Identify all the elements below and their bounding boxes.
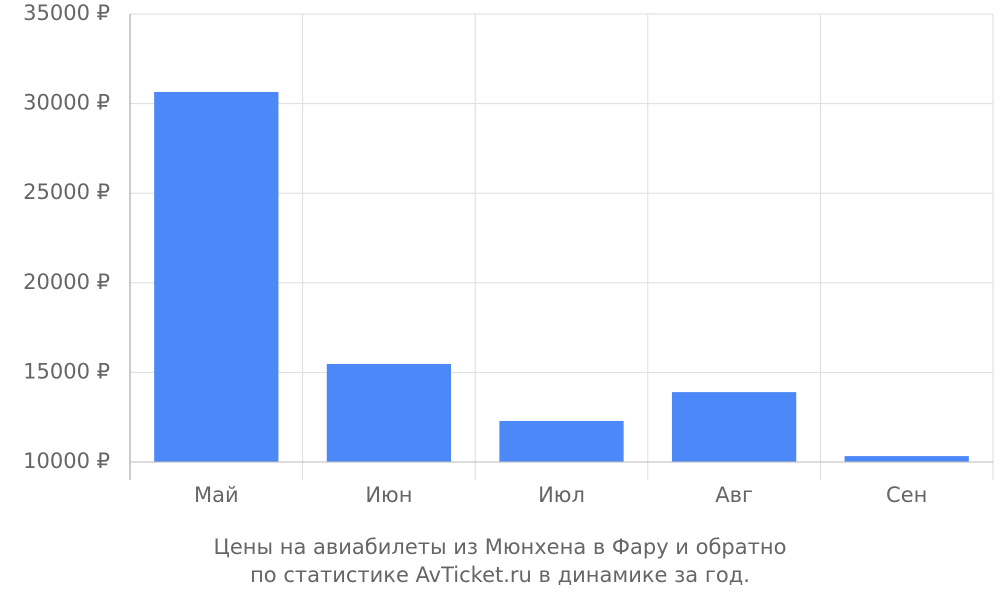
bar <box>326 363 452 462</box>
caption-line: Цены на авиабилеты из Мюнхена в Фару и о… <box>214 535 787 559</box>
bar <box>154 91 279 463</box>
y-tick-label: 15000 ₽ <box>23 359 110 383</box>
x-tick-label: Июл <box>538 483 585 507</box>
x-tick-label: Авг <box>715 483 753 507</box>
caption-line: по статистике AvTicket.ru в динамике за … <box>250 563 750 587</box>
bar <box>844 456 969 462</box>
bar <box>499 420 624 462</box>
y-tick-label: 30000 ₽ <box>23 91 110 115</box>
y-tick-label: 10000 ₽ <box>23 449 110 473</box>
x-tick-label: Июн <box>365 483 412 507</box>
x-tick-label: Сен <box>886 483 927 507</box>
y-tick-label: 25000 ₽ <box>23 180 110 204</box>
x-tick-label: Май <box>194 483 239 507</box>
bar <box>671 392 797 462</box>
y-tick-label: 20000 ₽ <box>23 270 110 294</box>
y-tick-label: 35000 ₽ <box>23 1 110 25</box>
